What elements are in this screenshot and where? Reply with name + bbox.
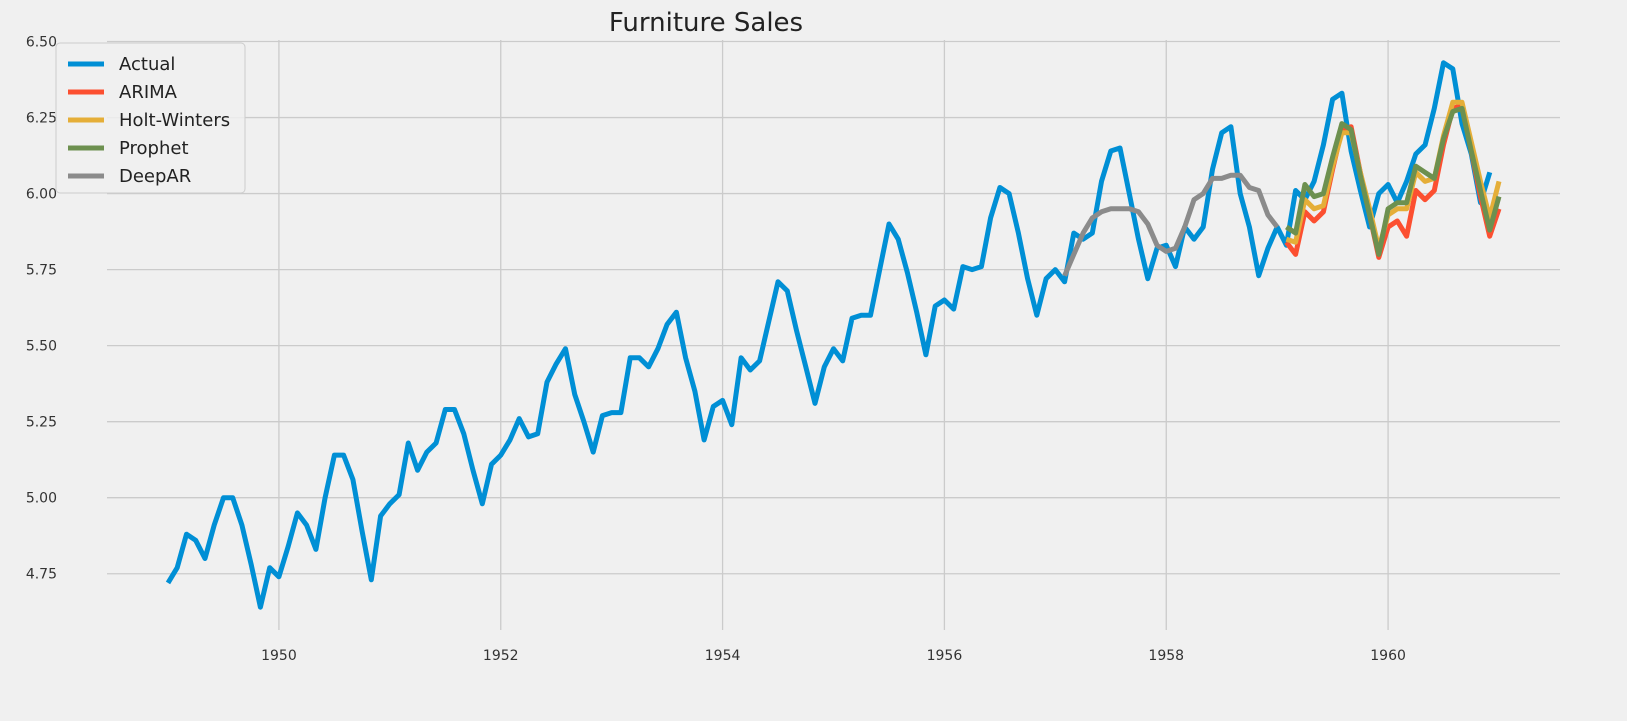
legend-item-holt-winters: Holt-Winters [68,110,230,131]
y-tick-label: 4.75 [26,567,57,583]
series-line-prophet [1285,105,1502,257]
legend-label: ARIMA [119,82,178,103]
legend-item-actual: Actual [68,54,175,75]
legend-item-deepar: DeepAR [68,166,191,187]
x-tick-label: 1950 [261,648,297,664]
y-tick-label: 5.25 [26,415,57,431]
legend-box [55,42,246,194]
y-tick-label: 5.50 [26,339,57,355]
x-tick-label: 1958 [1148,648,1184,664]
x-tick-label: 1954 [705,648,741,664]
gridlines [107,40,1560,630]
legend-label: Prophet [119,138,189,159]
y-tick-label: 5.75 [26,263,57,279]
series-line-actual [165,60,1493,610]
y-tick-label: 6.25 [26,111,57,127]
axis-tick-labels: 1950 1952 1954 1956 1958 1960 4.75 5.00 5.25 5.50… [26,35,1406,664]
y-tick-label: 6.50 [26,35,57,51]
legend-item-arima: ARIMA [68,82,178,103]
legend: Actual ARIMA Holt-Winters Prophet DeepAR [55,42,246,194]
x-tick-label: 1956 [927,648,963,664]
series-line-deepar [1062,172,1280,277]
legend-label: Holt-Winters [119,110,230,131]
legend-item-prophet: Prophet [68,138,189,159]
legend-label: DeepAR [119,166,191,187]
y-tick-label: 5.00 [26,491,57,507]
x-tick-label: 1960 [1370,648,1406,664]
chart-title: Furniture Sales [609,8,803,38]
legend-label: Actual [119,54,175,75]
series-lines [165,60,1502,610]
x-tick-label: 1952 [483,648,519,664]
y-tick-label: 6.00 [26,187,57,203]
